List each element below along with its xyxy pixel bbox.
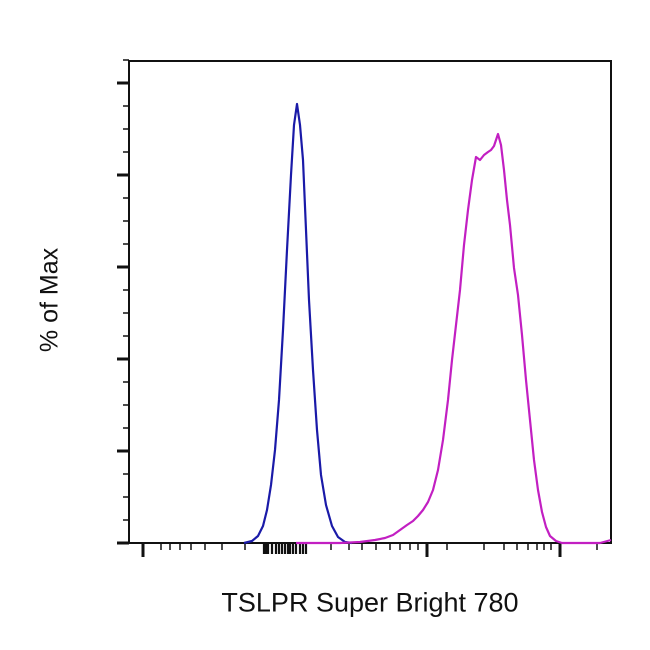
histogram-series — [243, 102, 612, 545]
x-axis-ticks — [141, 543, 598, 557]
stained-histogram-line — [296, 132, 612, 545]
plot-frame — [128, 60, 612, 544]
y-axis-label: % of Max — [35, 247, 64, 353]
y-axis-ticks — [117, 59, 129, 545]
x-axis-label: TSLPR Super Bright 780 — [221, 587, 519, 618]
control-histogram-line — [243, 102, 353, 545]
